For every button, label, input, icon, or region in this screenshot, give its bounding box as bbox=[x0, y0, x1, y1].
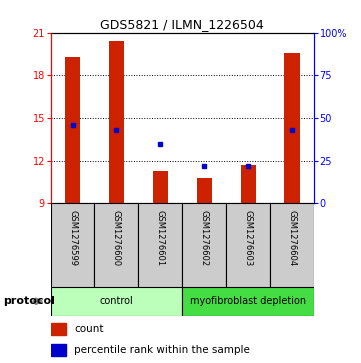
Bar bbox=[51, 203, 95, 287]
Text: GSM1276602: GSM1276602 bbox=[200, 210, 209, 266]
Bar bbox=[95, 203, 138, 287]
Bar bbox=[153, 171, 168, 203]
Text: myofibroblast depletion: myofibroblast depletion bbox=[190, 296, 306, 306]
Text: percentile rank within the sample: percentile rank within the sample bbox=[74, 345, 250, 355]
Text: protocol: protocol bbox=[4, 296, 56, 306]
Bar bbox=[51, 344, 66, 356]
Bar bbox=[65, 57, 80, 203]
Title: GDS5821 / ILMN_1226504: GDS5821 / ILMN_1226504 bbox=[100, 19, 264, 32]
Bar bbox=[226, 203, 270, 287]
Text: GSM1276604: GSM1276604 bbox=[288, 210, 297, 266]
Text: GSM1276599: GSM1276599 bbox=[68, 210, 77, 266]
Text: GSM1276603: GSM1276603 bbox=[244, 210, 253, 266]
Text: control: control bbox=[100, 296, 133, 306]
Bar bbox=[109, 41, 124, 203]
Bar bbox=[138, 203, 182, 287]
Text: count: count bbox=[74, 324, 104, 334]
Bar bbox=[284, 53, 300, 203]
Bar bbox=[182, 287, 314, 316]
Text: GSM1276600: GSM1276600 bbox=[112, 210, 121, 266]
Bar bbox=[51, 323, 66, 335]
Bar bbox=[182, 203, 226, 287]
Text: GSM1276601: GSM1276601 bbox=[156, 210, 165, 266]
Bar bbox=[270, 203, 314, 287]
Bar bbox=[197, 178, 212, 203]
Bar bbox=[240, 165, 256, 203]
Bar bbox=[51, 287, 182, 316]
